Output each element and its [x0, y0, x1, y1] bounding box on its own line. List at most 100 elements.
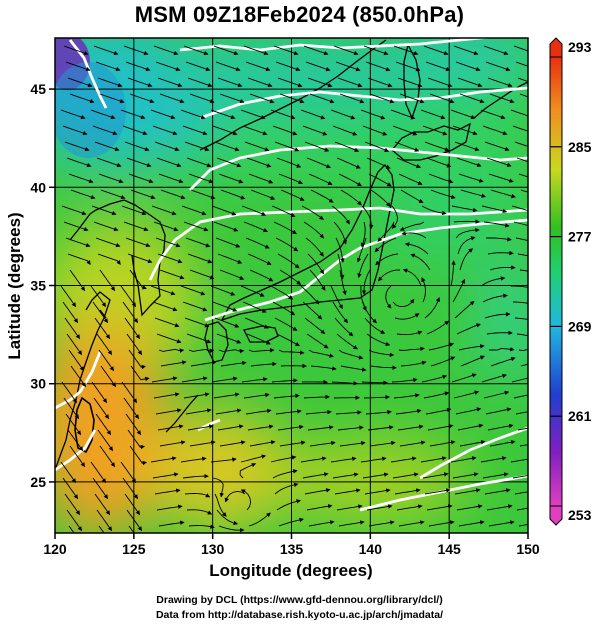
streamline [517, 77, 528, 83]
streamline [482, 293, 508, 303]
streamline [483, 390, 510, 399]
streamline [90, 109, 116, 120]
streamline [339, 93, 365, 104]
streamline [214, 317, 240, 328]
streamline [428, 520, 455, 527]
streamline [185, 408, 212, 415]
streamline [91, 381, 108, 404]
colorbar-top-arrow [549, 37, 563, 58]
streamline [424, 141, 450, 152]
streamline [452, 278, 466, 303]
streamline [486, 157, 512, 167]
streamline [123, 221, 149, 232]
streamline [124, 493, 141, 516]
streamline [489, 93, 515, 104]
streamline [426, 504, 453, 511]
streamline [67, 77, 93, 88]
streamline [183, 221, 209, 232]
streamline [275, 61, 301, 72]
streamline [302, 472, 329, 479]
streamline [150, 109, 176, 120]
streamline [270, 285, 294, 300]
streamline [450, 456, 477, 463]
streamline [304, 317, 326, 335]
streamline [510, 458, 528, 463]
streamline [392, 472, 419, 479]
streamline [241, 205, 267, 216]
streamline [364, 317, 386, 334]
streamline [423, 391, 450, 399]
streamline [336, 504, 363, 511]
streamline [366, 504, 393, 511]
streamline [67, 253, 91, 266]
y-tick-label: 45 [30, 81, 46, 97]
streamline [429, 93, 455, 104]
streamline [156, 504, 183, 511]
streamline [61, 381, 78, 404]
streamline [452, 125, 478, 136]
streamline [271, 378, 298, 383]
streamline [485, 407, 512, 415]
streamline [309, 93, 335, 104]
streamline [307, 425, 334, 431]
streamline [120, 285, 137, 308]
streamline [159, 440, 186, 447]
streamline [453, 45, 479, 56]
streamline [395, 61, 421, 72]
streamline [272, 469, 298, 479]
streamline [280, 189, 305, 201]
streamline [213, 221, 239, 232]
streamline [278, 517, 304, 527]
streamline [279, 93, 305, 104]
streamline [482, 472, 509, 479]
streamline [69, 269, 86, 292]
streamline [451, 373, 477, 383]
streamline [249, 269, 274, 282]
streamline [150, 456, 177, 463]
streamline [277, 424, 304, 431]
colorbar-scale [549, 56, 563, 507]
streamline [301, 205, 324, 220]
streamline [130, 365, 150, 382]
streamline [377, 221, 395, 242]
streamline [157, 253, 183, 264]
streamline [458, 520, 485, 527]
streamline [517, 253, 528, 257]
x-tick-label: 140 [359, 541, 383, 557]
streamline [127, 253, 153, 264]
streamline [64, 317, 81, 340]
streamline [455, 407, 482, 415]
streamline [304, 488, 331, 495]
streamline [66, 157, 92, 168]
streamline [451, 205, 478, 213]
streamline [336, 157, 361, 169]
streamline [68, 525, 75, 533]
streamline [421, 277, 426, 303]
streamline [244, 141, 270, 152]
streamline [62, 301, 79, 324]
streamline [186, 333, 212, 344]
streamline [66, 509, 83, 532]
streamline [450, 109, 476, 120]
streamline [300, 109, 326, 120]
colorbar-tick-label: 277 [568, 229, 592, 245]
streamline [333, 221, 347, 245]
streamline [98, 349, 115, 372]
streamline [212, 477, 224, 498]
streamline [240, 454, 267, 463]
streamline [182, 473, 209, 479]
streamline [332, 125, 358, 136]
streamline [67, 429, 84, 452]
streamline [94, 317, 111, 340]
streamline [396, 504, 423, 511]
streamline [422, 125, 448, 136]
streamline [395, 408, 422, 415]
streamline [152, 125, 178, 136]
streamline [218, 525, 245, 533]
streamline [218, 173, 244, 184]
streamline [511, 377, 528, 383]
streamline [99, 93, 125, 104]
streamline [510, 285, 528, 288]
streamline [244, 317, 269, 329]
streamline [188, 348, 215, 354]
